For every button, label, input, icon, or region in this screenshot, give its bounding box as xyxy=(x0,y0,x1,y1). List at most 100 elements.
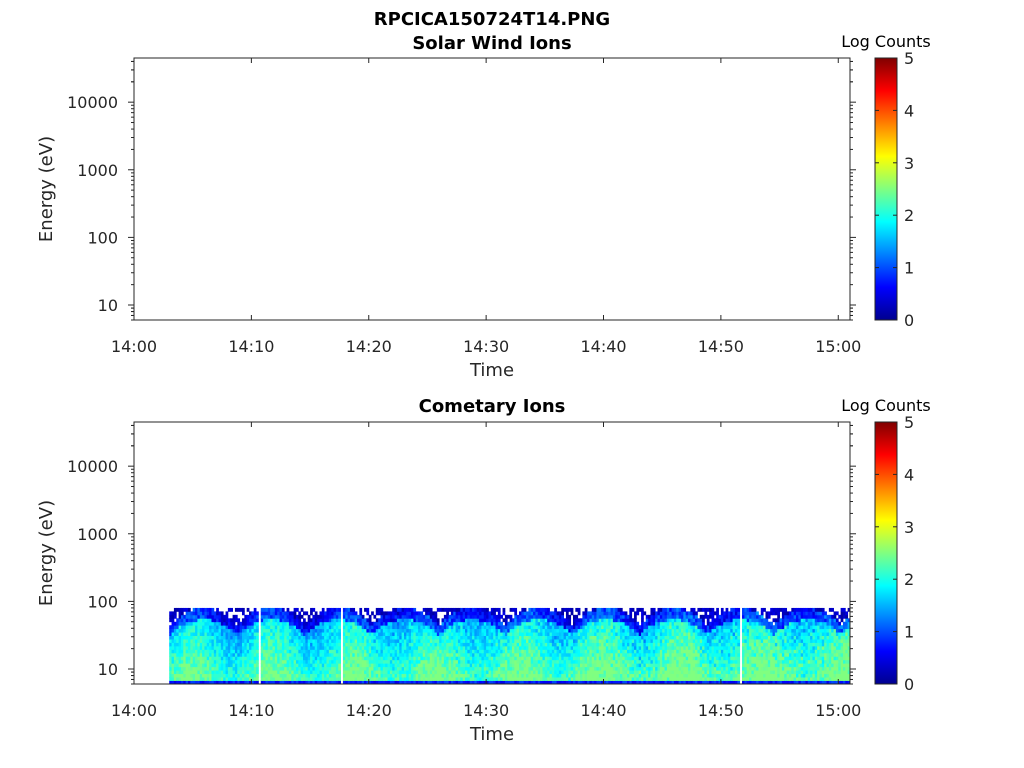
spectrogram-cell xyxy=(225,625,229,630)
spectrogram-cell xyxy=(659,614,663,619)
spectrogram-cell xyxy=(246,625,250,630)
spectrogram-cell xyxy=(455,614,459,619)
spectrogram-cell xyxy=(575,628,579,633)
spectrogram-cell xyxy=(286,666,290,671)
spectrogram-cell xyxy=(314,614,318,619)
spectrogram-cell xyxy=(281,621,285,626)
spectrogram-cell xyxy=(495,656,499,661)
spectrogram-cell xyxy=(202,635,205,640)
spectrogram-cell xyxy=(204,652,208,657)
spectrogram-cell xyxy=(662,614,665,619)
spectrogram-cell xyxy=(347,649,351,654)
spectrogram-cell xyxy=(542,611,546,616)
spectrogram-cell xyxy=(418,618,421,623)
spectrogram-cell xyxy=(472,621,475,626)
spectrogram-cell xyxy=(176,621,180,626)
spectrogram-cell xyxy=(683,621,687,626)
spectrogram-cell xyxy=(406,670,410,675)
spectrogram-cell xyxy=(465,680,468,684)
spectrogram-cell xyxy=(521,663,525,668)
spectrogram-cell xyxy=(352,677,356,681)
spectrogram-cell xyxy=(249,618,252,623)
spectrogram-cell xyxy=(349,645,353,650)
spectrogram-cell xyxy=(347,611,351,616)
spectrogram-cell xyxy=(526,663,529,668)
spectrogram-cell xyxy=(338,611,341,616)
x-axis-solar-wind: 14:00 14:10 14:20 14:30 14:40 14:50 15:00 xyxy=(111,58,861,356)
spectrogram-cell xyxy=(195,659,198,664)
spectrogram-cell xyxy=(173,645,177,650)
spectrogram-cell xyxy=(446,645,449,650)
spectrogram-cell xyxy=(373,614,377,619)
spectrogram-cell xyxy=(232,635,236,640)
spectrogram-cell xyxy=(183,642,187,647)
spectrogram-cell xyxy=(190,673,194,678)
spectrogram-cell xyxy=(502,656,506,661)
spectrogram-cell xyxy=(192,639,196,643)
spectrogram-cell xyxy=(288,659,292,664)
spectrogram-cell xyxy=(472,673,475,678)
spectrogram-cell xyxy=(453,659,457,664)
spectrogram-cell xyxy=(483,649,487,654)
spectrogram-cell xyxy=(690,677,694,681)
spectrogram-cell xyxy=(251,611,255,616)
spectrogram-cell xyxy=(472,632,475,636)
spectrogram-cell xyxy=(657,618,661,623)
spectrogram-cell xyxy=(535,628,539,633)
spectrogram-cell xyxy=(288,628,292,633)
spectrogram-cell xyxy=(690,611,694,616)
spectrogram-cell xyxy=(626,632,630,636)
spectrogram-cell xyxy=(171,649,175,654)
spectrogram-cell xyxy=(180,663,184,668)
spectrogram-cell xyxy=(429,680,433,684)
spectrogram-cell xyxy=(598,625,602,630)
spectrogram-cell xyxy=(474,628,478,633)
spectrogram-cell xyxy=(502,618,506,623)
spectrogram-cell xyxy=(183,628,187,633)
spectrogram-cell xyxy=(439,642,442,647)
spectrogram-cell xyxy=(697,670,701,675)
spectrogram-cell xyxy=(281,663,285,668)
spectrogram-cell xyxy=(319,625,323,630)
spectrogram-cell xyxy=(199,659,203,664)
spectrogram-cell xyxy=(460,635,464,640)
spectrogram-cell xyxy=(669,632,672,636)
spectrogram-cell xyxy=(406,621,410,626)
spectrogram-cell xyxy=(413,649,417,654)
spectrogram-cell xyxy=(183,618,187,623)
spectrogram-cell xyxy=(497,673,501,678)
spectrogram-cell xyxy=(481,607,485,612)
spectrogram-cell xyxy=(197,670,201,675)
spectrogram-cell xyxy=(650,607,654,612)
spectrogram-cell xyxy=(645,652,649,657)
spectrogram-cell xyxy=(537,621,541,626)
spectrogram-cell xyxy=(530,614,534,619)
spectrogram-cell xyxy=(455,663,459,668)
spectrogram-cell xyxy=(697,659,701,664)
spectrogram-cell xyxy=(411,656,414,661)
spectrogram-cell xyxy=(537,635,541,640)
spectrogram-cell xyxy=(533,614,536,619)
spectrogram-cell xyxy=(183,639,187,643)
spectrogram-cell xyxy=(516,652,520,657)
spectrogram-cell xyxy=(476,656,480,661)
spectrogram-cell xyxy=(293,673,297,678)
spectrogram-cell xyxy=(497,625,501,630)
spectrogram-cell xyxy=(420,673,424,678)
spectrogram-cell xyxy=(345,670,349,675)
spectrogram-cell xyxy=(488,663,492,668)
spectrogram-cell xyxy=(401,621,405,626)
spectrogram-cell xyxy=(335,656,339,661)
spectrogram-cell xyxy=(483,618,487,623)
spectrogram-cell xyxy=(601,645,604,650)
spectrogram-cell xyxy=(300,673,304,678)
spectrogram-cell xyxy=(227,649,231,654)
spectrogram-cell xyxy=(178,635,182,640)
spectrogram-cell xyxy=(429,666,433,671)
spectrogram-cell xyxy=(493,628,496,633)
spectrogram-cell xyxy=(528,680,532,684)
spectrogram-cell xyxy=(373,639,377,643)
spectrogram-cell xyxy=(619,625,623,630)
spectrogram-cell xyxy=(378,621,381,626)
spectrogram-cell xyxy=(594,673,597,678)
